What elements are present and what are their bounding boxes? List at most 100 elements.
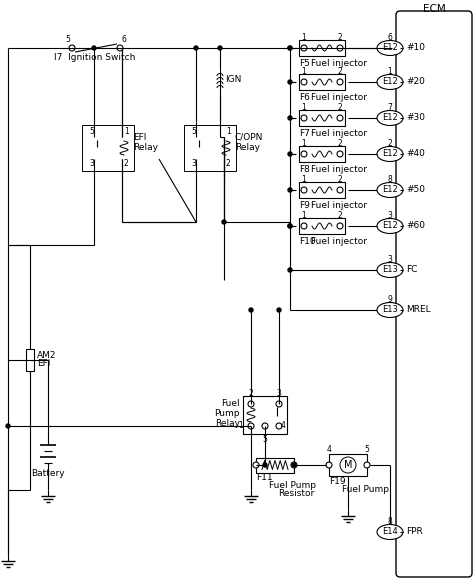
Text: F6: F6 (299, 94, 310, 103)
Circle shape (301, 45, 307, 51)
Text: 1: 1 (238, 421, 243, 431)
Text: Relay: Relay (235, 142, 260, 152)
Text: 5: 5 (263, 434, 267, 444)
Text: #60: #60 (406, 222, 425, 230)
Circle shape (221, 156, 227, 162)
Circle shape (337, 45, 343, 51)
Text: Relay: Relay (215, 420, 240, 428)
Text: #50: #50 (406, 186, 425, 195)
Text: E12: E12 (382, 77, 398, 87)
Text: F11: F11 (256, 473, 273, 482)
Text: E12: E12 (382, 222, 398, 230)
Circle shape (301, 115, 307, 121)
Text: F10: F10 (299, 237, 316, 247)
Text: 1: 1 (124, 128, 129, 137)
Bar (299, 146, 345, 162)
Circle shape (117, 45, 123, 51)
Circle shape (193, 156, 199, 162)
Circle shape (248, 401, 254, 407)
Ellipse shape (377, 74, 403, 90)
Text: Fuel Pump: Fuel Pump (342, 485, 389, 493)
Circle shape (288, 188, 292, 192)
Circle shape (248, 423, 254, 429)
Bar (86, 129, 130, 167)
Text: Fuel Pump: Fuel Pump (269, 482, 316, 490)
Text: E12: E12 (382, 43, 398, 53)
Text: ECM: ECM (423, 4, 446, 14)
Bar (299, 182, 345, 198)
Text: Fuel injector: Fuel injector (311, 60, 367, 69)
Bar (329, 454, 367, 476)
Bar (299, 110, 345, 126)
Text: EFI: EFI (133, 132, 146, 141)
Text: 5: 5 (365, 445, 369, 455)
Text: E14: E14 (382, 527, 398, 537)
Circle shape (69, 45, 75, 51)
Circle shape (390, 46, 394, 50)
Circle shape (292, 463, 296, 467)
Ellipse shape (377, 302, 403, 318)
Text: AM2: AM2 (37, 352, 56, 360)
Text: 6: 6 (121, 36, 127, 45)
Circle shape (91, 156, 97, 162)
Text: Fuel injector: Fuel injector (311, 94, 367, 103)
Text: 3: 3 (276, 390, 282, 398)
Text: EFI: EFI (37, 359, 50, 369)
Circle shape (262, 423, 268, 429)
Circle shape (6, 424, 10, 428)
Circle shape (337, 79, 343, 85)
Text: #10: #10 (406, 43, 425, 53)
Bar (243, 396, 287, 434)
Text: 2: 2 (337, 139, 342, 148)
Text: E13: E13 (382, 265, 398, 274)
Bar (82, 125, 134, 171)
Circle shape (92, 46, 96, 50)
Text: 2: 2 (226, 159, 231, 169)
Bar (299, 218, 345, 234)
Text: 4: 4 (327, 445, 331, 455)
Text: 1: 1 (301, 33, 306, 43)
Text: 5: 5 (65, 36, 71, 45)
Text: IGN: IGN (225, 76, 241, 84)
Text: I7  Ignition Switch: I7 Ignition Switch (54, 53, 136, 63)
Circle shape (263, 463, 267, 467)
Circle shape (337, 115, 343, 121)
Ellipse shape (377, 524, 403, 540)
Text: E13: E13 (382, 305, 398, 315)
Text: 2: 2 (124, 159, 129, 169)
Circle shape (301, 187, 307, 193)
Text: 2: 2 (249, 390, 254, 398)
Circle shape (288, 224, 292, 228)
Text: Fuel injector: Fuel injector (311, 237, 367, 247)
Text: F7: F7 (299, 130, 310, 138)
Text: 4: 4 (281, 421, 286, 431)
Text: 5: 5 (90, 128, 94, 137)
Text: 1: 1 (226, 128, 231, 137)
Circle shape (301, 223, 307, 229)
Circle shape (291, 462, 297, 468)
Circle shape (277, 308, 281, 312)
Circle shape (326, 462, 332, 468)
Text: Fuel injector: Fuel injector (311, 130, 367, 138)
Circle shape (301, 151, 307, 157)
Circle shape (288, 116, 292, 120)
Ellipse shape (377, 146, 403, 162)
Circle shape (119, 134, 125, 140)
Circle shape (221, 134, 227, 140)
Text: Fuel injector: Fuel injector (311, 165, 367, 175)
Text: Battery: Battery (31, 468, 65, 478)
Circle shape (222, 220, 226, 224)
Bar (26, 349, 34, 371)
Text: MREL: MREL (406, 305, 430, 315)
Text: 9: 9 (388, 295, 392, 304)
Text: 1: 1 (301, 67, 306, 77)
Text: 1: 1 (301, 212, 306, 220)
Text: F9: F9 (299, 202, 310, 210)
Circle shape (288, 152, 292, 156)
Text: Fuel: Fuel (221, 400, 240, 408)
Text: 3: 3 (388, 210, 392, 220)
Circle shape (276, 401, 282, 407)
Text: FPR: FPR (406, 527, 423, 537)
Ellipse shape (377, 219, 403, 233)
Text: F5: F5 (299, 60, 310, 69)
